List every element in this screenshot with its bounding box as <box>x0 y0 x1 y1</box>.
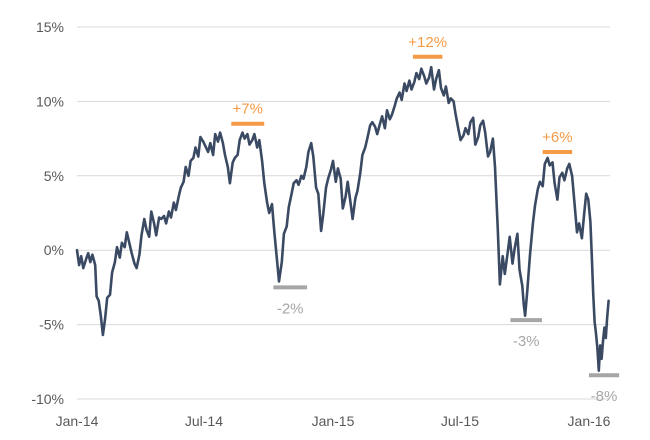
y-axis-ticks: 15% 10% 5% 0% -5% -10% <box>31 19 64 407</box>
trough-label: -8% <box>591 388 618 405</box>
trough-label: -3% <box>513 333 540 350</box>
y-tick-label: -5% <box>39 317 64 333</box>
trough-annotation: -8% <box>588 373 620 405</box>
gridlines <box>77 26 610 400</box>
y-tick-label: 0% <box>44 242 64 258</box>
x-tick-label: Jan-14 <box>56 413 99 429</box>
y-tick-label: 5% <box>44 168 64 184</box>
x-tick-label: Jul-15 <box>441 413 479 429</box>
trough-annotation: -3% <box>510 318 542 350</box>
y-tick-label: 15% <box>36 19 64 35</box>
peak-annotation: +6% <box>542 129 573 154</box>
peak-label: +6% <box>542 129 572 146</box>
x-tick-label: Jan-16 <box>568 413 611 429</box>
peak-label: +12% <box>408 34 447 51</box>
series-line <box>75 65 610 372</box>
peak-annotation: +12% <box>408 34 447 59</box>
x-tick-label: Jul-14 <box>185 413 223 429</box>
y-tick-label: 10% <box>36 93 64 109</box>
x-axis-ticks: Jan-14 Jul-14 Jan-15 Jul-15 Jan-16 <box>56 413 611 429</box>
annotation-layer: +7% +12% +6% -2% -3% -8% <box>231 34 620 405</box>
series-layer <box>75 65 610 372</box>
trough-label: -2% <box>277 300 304 317</box>
trough-annotation: -2% <box>273 285 308 317</box>
peak-annotation: +7% <box>231 101 265 126</box>
y-tick-label: -10% <box>31 391 64 407</box>
peak-label: +7% <box>233 101 263 118</box>
x-tick-label: Jan-15 <box>312 413 355 429</box>
